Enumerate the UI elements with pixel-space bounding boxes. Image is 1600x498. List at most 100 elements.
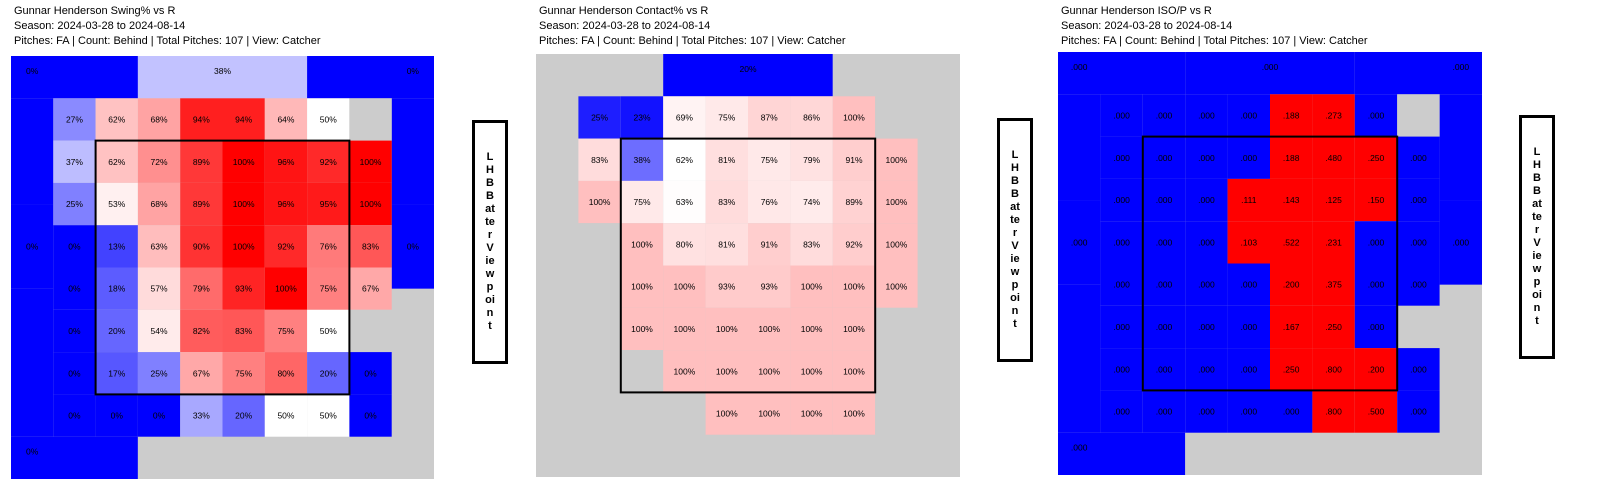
heat-cell [349,140,392,183]
heat-cell [180,140,223,183]
cell-value-label: .188 [1283,153,1300,163]
cell-value-label: .000 [1198,110,1215,120]
cell-value-label: 62% [108,114,125,124]
heat-cell [1397,263,1440,306]
iso-p-heatmap: .000 .000 .000 .000 .188 .273 .000 .000 .000 .000… [1058,52,1482,475]
heat-cell [620,265,664,308]
heat-cell [53,394,96,437]
heat-cell [790,138,833,181]
cell-value-label: .480 [1325,153,1342,163]
heat-cell [875,307,918,351]
cell-value-label: 100% [631,282,653,292]
cell-value-label: .188 [1283,110,1300,120]
cell-value-label: 75% [235,368,252,378]
heat-cell [1227,305,1270,349]
heat-cell [137,140,181,183]
cell-value-label: 0% [68,368,81,378]
heat-cell [53,352,96,395]
outer-bottom-left [11,436,138,479]
heat-cell [620,223,664,266]
heat-cell [1185,263,1228,306]
heat-cell [578,265,621,308]
cell-value-label: 83% [591,155,608,165]
cell-value-label: 100% [758,324,780,334]
cell-value-label: .000 [1156,364,1173,374]
cell-value-label: .000 [1198,364,1215,374]
cell-value-label: 69% [676,112,693,122]
heat-cell [663,223,706,266]
cell-value-label: 91% [761,239,778,249]
outer-left-upper [536,96,579,203]
outer-left-lower [1058,284,1101,433]
heat-cell [95,98,138,141]
cell-value-label: 100% [233,241,255,251]
cell-value-label: .273 [1325,110,1342,120]
cell-value-label: 83% [718,197,735,207]
heat-cell [875,180,918,224]
heat-cell [1185,390,1228,433]
heat-cell [663,96,706,139]
heat-cell [180,267,223,310]
cell-value-label: 83% [235,326,252,336]
cell-value-label: .000 [1156,407,1173,417]
heat-cell [1397,348,1440,391]
outer-right-lower [917,286,960,351]
heat-cell [1270,94,1313,137]
heat-cell [222,225,265,268]
contact-pct-heatmap: 25% 23% 69% 75% 87% 86% 100% 83% 38% 62% 81% 75% 79%… [536,54,960,477]
heat-cell [307,309,350,353]
cell-value-label: .200 [1368,364,1385,374]
cell-value-label: 100% [674,366,696,376]
cell-value-label: 100% [801,282,823,292]
heat-cell [180,182,223,226]
heat-cell [875,392,918,435]
outer-top-center [663,54,833,97]
heat-cell [307,352,350,395]
heat-cell [705,307,748,351]
heat-cell [748,265,791,308]
cell-value-label: 92% [320,157,337,167]
cell-value-label: 92% [845,239,862,249]
outer-bottom-left-label: .000 [1071,443,1088,453]
heat-cell [705,265,748,308]
outer-top-center [137,56,308,99]
heat-cell [222,309,265,353]
heat-cell [1227,348,1270,391]
heat-cell [1100,221,1143,264]
outer-left-mid [1058,200,1101,285]
cell-value-label: 100% [886,155,908,165]
heat-cell [875,265,918,308]
cell-value-label: 100% [631,324,653,334]
cell-value-label: 100% [360,157,382,167]
heat-cell [832,350,876,393]
heat-cell [95,267,138,310]
cell-value-label: .250 [1368,153,1385,163]
cell-value-label: 33% [193,411,210,421]
cell-value-label: .000 [1113,237,1130,247]
heat-cell [53,267,96,310]
cell-value-label: .143 [1283,195,1300,205]
cell-value-label: 0% [364,368,377,378]
cell-value-label: 96% [277,199,294,209]
heat-cell [222,352,265,395]
outer-right-upper [391,98,434,205]
chart-title: Gunnar Henderson Swing% vs R [14,5,176,17]
cell-value-label: 75% [633,197,650,207]
cell-value-label: .250 [1325,322,1342,332]
cell-value-label: .500 [1368,407,1385,417]
cell-value-label: 100% [843,324,865,334]
heat-cell [1397,136,1440,179]
cell-value-label: .000 [1156,110,1173,120]
cell-value-label: 54% [151,326,168,336]
cell-value-label: .000 [1241,110,1258,120]
cell-value-label: 89% [193,199,210,209]
heat-cell [1185,136,1228,179]
heat-cell [1270,221,1313,264]
cell-value-label: .000 [1198,153,1215,163]
outer-top-left [11,56,138,99]
cell-value-label: .000 [1113,195,1130,205]
cell-value-label: .000 [1113,280,1130,290]
heat-cell [663,392,706,435]
heat-cell [95,140,138,183]
cell-value-label: 53% [108,199,125,209]
